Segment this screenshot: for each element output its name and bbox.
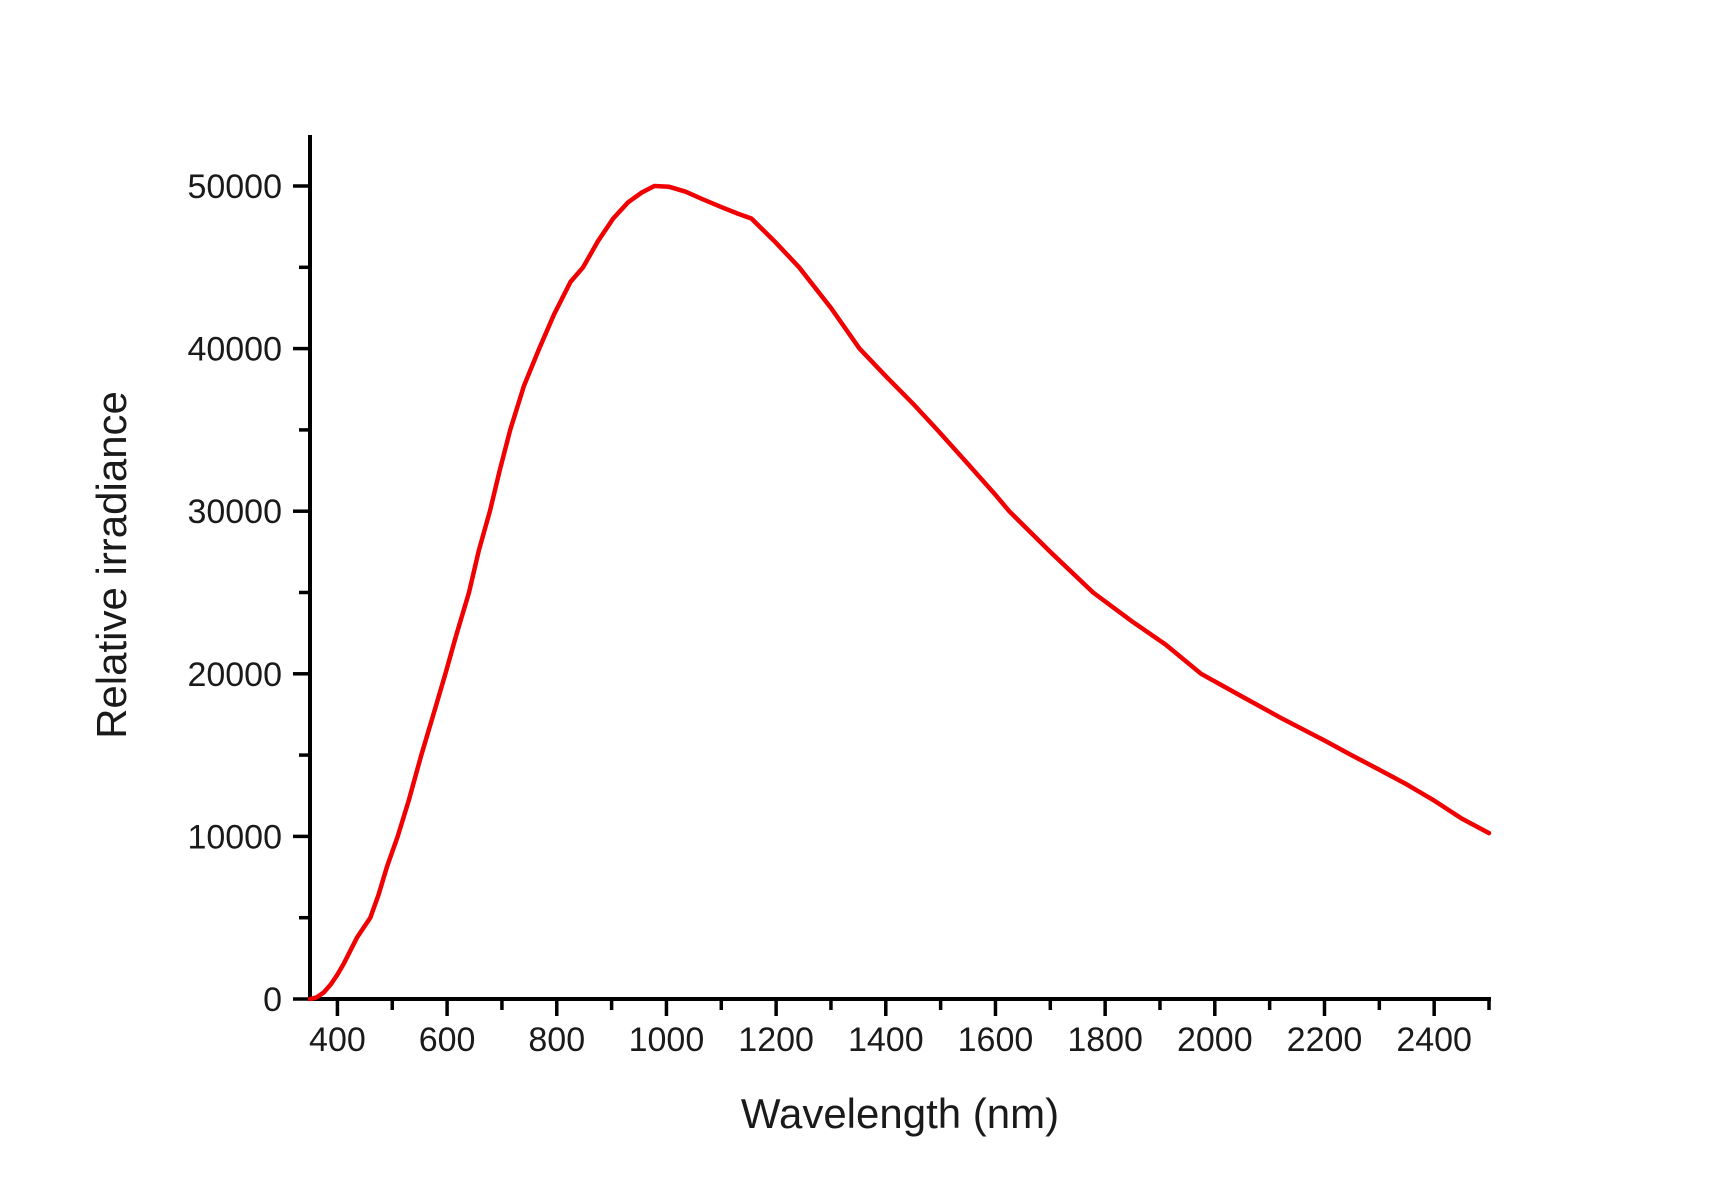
y-tick-label: 0 xyxy=(263,981,282,1019)
x-tick-label: 1600 xyxy=(958,1021,1034,1059)
x-axis-title: Wavelength (nm) xyxy=(740,1090,1060,1137)
x-tick-label: 1200 xyxy=(738,1021,814,1059)
y-tick-label: 20000 xyxy=(187,656,282,694)
x-tick-label: 800 xyxy=(528,1021,585,1059)
y-tick-label: 30000 xyxy=(187,493,282,531)
y-axis-title: Relative irradiance xyxy=(88,391,135,739)
y-tick-label: 40000 xyxy=(187,331,282,369)
x-tick-label: 600 xyxy=(419,1021,476,1059)
x-tick-label: 400 xyxy=(309,1021,366,1059)
axis-spine xyxy=(308,135,1491,1001)
x-tick-label: 1000 xyxy=(629,1021,705,1059)
x-tick-label: 2200 xyxy=(1287,1021,1363,1059)
x-tick-label: 2400 xyxy=(1396,1021,1472,1059)
x-tick-label: 1800 xyxy=(1067,1021,1143,1059)
y-tick-label: 50000 xyxy=(187,168,282,206)
spectrum-curve xyxy=(307,183,1492,1002)
x-tick-label: 2000 xyxy=(1177,1021,1253,1059)
x-tick-label: 1400 xyxy=(848,1021,924,1059)
y-tick-label: 10000 xyxy=(187,818,282,856)
